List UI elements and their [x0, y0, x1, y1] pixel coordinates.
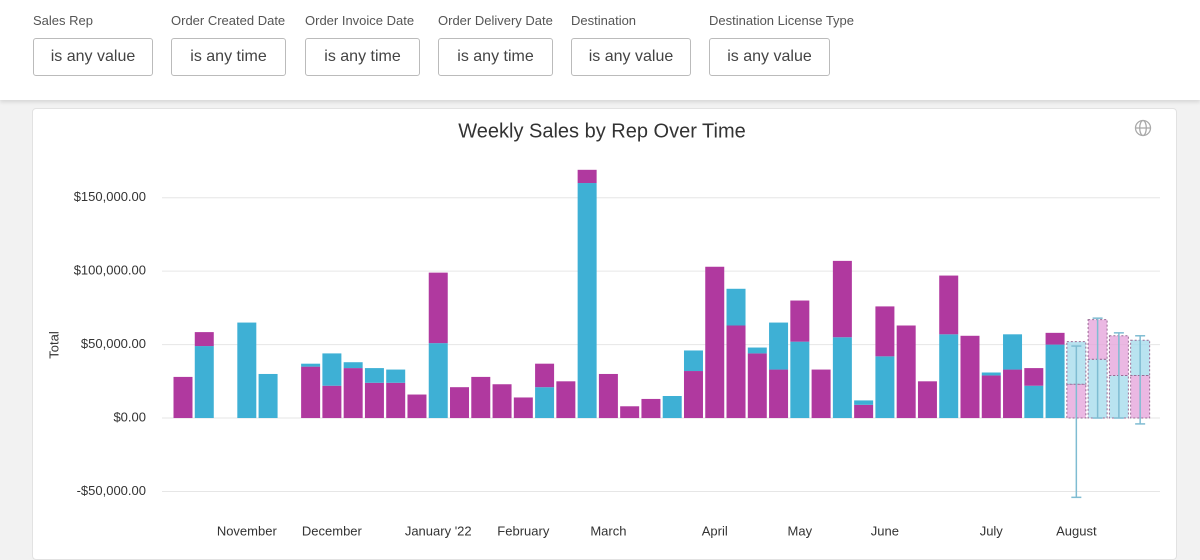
bar-segment — [641, 398, 661, 419]
bar-segment — [705, 266, 725, 419]
bar-segment — [386, 369, 406, 383]
bar-segment — [1045, 344, 1065, 419]
chart-title: Weekly Sales by Rep Over Time — [458, 120, 746, 142]
bar-segment — [854, 404, 874, 419]
bar-segment — [237, 322, 257, 419]
bar-segment — [726, 288, 746, 326]
x-tick-label: July — [980, 523, 1004, 538]
bar-segment — [960, 335, 980, 419]
bar-segment — [939, 275, 959, 335]
bar-segment — [1024, 385, 1044, 419]
bar-segment — [832, 260, 852, 338]
filter-label: Destination — [571, 13, 637, 28]
bar-segment — [386, 382, 406, 419]
x-tick-label: June — [871, 523, 899, 538]
bar-segment — [811, 369, 831, 419]
bar-segment — [577, 169, 597, 184]
bar-segment — [875, 356, 895, 419]
globe-icon[interactable] — [1134, 119, 1152, 137]
bar-segment — [343, 362, 363, 369]
bar-segment — [981, 372, 1001, 376]
bar-segment — [428, 272, 448, 344]
x-tick-label: May — [788, 523, 813, 538]
bar-segment — [726, 325, 746, 419]
bar-segment — [939, 334, 959, 419]
bar-segment — [513, 397, 533, 419]
filter-button[interactable]: is any value — [709, 38, 830, 76]
x-tick-label: January '22 — [405, 523, 472, 538]
bar-segment — [683, 350, 703, 372]
y-tick-label: -$50,000.00 — [77, 483, 146, 498]
filter-button[interactable]: is any time — [171, 38, 286, 76]
y-tick-label: $100,000.00 — [74, 263, 146, 278]
y-tick-label: $150,000.00 — [74, 189, 146, 204]
bar-segment — [364, 382, 384, 419]
bar-segment — [683, 371, 703, 419]
filter-button[interactable]: is any value — [33, 38, 153, 76]
bar-segment — [598, 373, 618, 419]
bar-segment — [1003, 369, 1023, 419]
x-tick-label: December — [302, 523, 363, 538]
bar-segment — [173, 376, 193, 419]
bar-segment — [301, 366, 321, 419]
bar-segment — [556, 381, 576, 419]
bar-segment — [769, 322, 789, 370]
filter-label: Destination License Type — [709, 13, 855, 28]
filter-button[interactable]: is any value — [571, 38, 691, 76]
bar-segment — [875, 306, 895, 357]
bar-segment — [450, 387, 470, 419]
bar-segment — [535, 363, 555, 388]
bar-segment — [854, 400, 874, 405]
bar-segment — [322, 353, 342, 386]
bar-segment — [471, 376, 491, 419]
bar-segment — [194, 332, 214, 347]
chart-card — [32, 108, 1177, 560]
y-tick-label: $50,000.00 — [81, 336, 146, 351]
bar-segment — [620, 406, 640, 419]
chart: Weekly Sales by Rep Over Time Total -$50… — [46, 119, 1160, 538]
bar-segment — [428, 343, 448, 419]
bar-segment — [535, 387, 555, 419]
x-tick-label: August — [1056, 523, 1097, 538]
filter-label: Order Created Date — [171, 13, 286, 28]
bar-segment — [577, 183, 597, 419]
bar-segment — [790, 300, 810, 342]
bar-segment — [832, 337, 852, 419]
bar-segment — [407, 394, 427, 419]
filter-button[interactable]: is any time — [438, 38, 553, 76]
bar-segment — [896, 325, 916, 419]
bar-segment — [790, 341, 810, 419]
bar-segment — [194, 346, 214, 419]
bar-segment — [917, 381, 937, 419]
bar-segment — [747, 347, 767, 354]
y-tick-label: $0.00 — [113, 409, 146, 424]
bar-segment — [343, 368, 363, 419]
bar-segment — [322, 385, 342, 419]
y-axis-label: Total — [46, 331, 61, 359]
filter-label: Order Invoice Date — [305, 13, 415, 28]
bar-segment — [981, 375, 1001, 419]
x-tick-label: February — [497, 523, 550, 538]
bar-segment — [747, 353, 767, 419]
filter-button[interactable]: is any time — [305, 38, 420, 76]
bar-segment — [1003, 334, 1023, 370]
bar-segment — [662, 396, 682, 419]
bar-segment — [1045, 332, 1065, 345]
bar-segment — [769, 369, 789, 419]
x-tick-label: March — [590, 523, 626, 538]
bar-segment — [258, 373, 278, 419]
filter-label: Sales Rep — [33, 13, 93, 28]
bar-segment — [364, 368, 384, 383]
bar-segment — [301, 363, 321, 367]
bar-segment — [1024, 368, 1044, 386]
x-tick-label: November — [217, 523, 278, 538]
filter-bar: Sales Rep is any value Order Created Date i… — [0, 0, 1200, 100]
bar-segment — [492, 384, 512, 419]
x-tick-label: April — [702, 523, 728, 538]
filter-label: Order Delivery Date — [438, 13, 553, 28]
